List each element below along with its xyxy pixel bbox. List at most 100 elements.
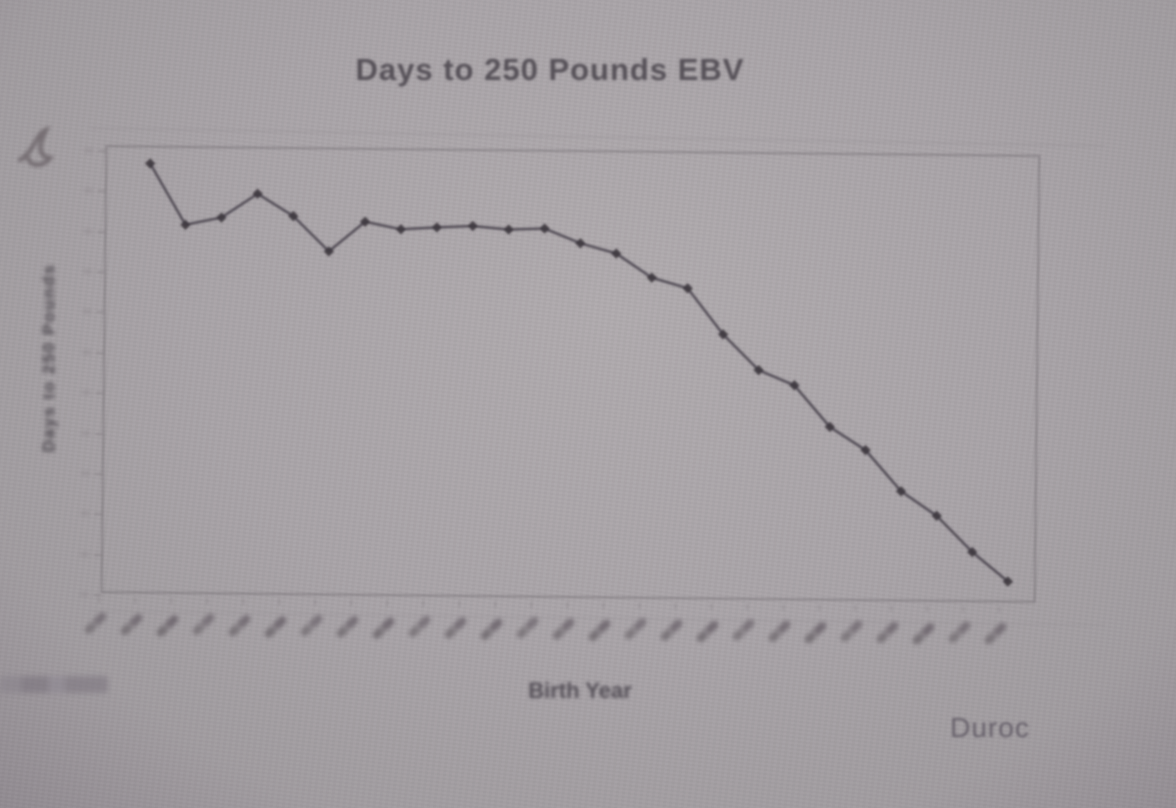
data-point-diamond: [431, 222, 443, 233]
y-tick-mark: [94, 473, 103, 476]
x-tick-mark: [206, 598, 209, 605]
x-tick-mark: [530, 601, 533, 608]
x-tick-mark: [674, 603, 677, 610]
y-tick-mark: [96, 352, 105, 355]
y-axis-label-box: Days to 250 Pounds: [28, 185, 70, 530]
x-tick-year-label-smudge: [947, 619, 972, 645]
x-tick-year-label-smudge: [911, 621, 936, 647]
illegible-footnote-smudge: [0, 676, 108, 693]
series-polyline: [149, 162, 1009, 583]
y-tick-mark: [94, 554, 103, 557]
x-tick-mark: [926, 605, 929, 612]
x-tick-mark: [386, 600, 389, 607]
y-tick-mark: [97, 271, 106, 274]
x-tick-mark: [458, 600, 461, 607]
chart-title: Days to 250 Pounds EBV: [355, 52, 745, 87]
data-point-diamond: [323, 246, 335, 257]
y-tick-label-smudge: [80, 470, 90, 476]
data-point-diamond: [610, 248, 622, 259]
y-tick-mark: [96, 311, 105, 314]
y-tick-mark: [97, 231, 106, 234]
y-tick-label-smudge: [81, 389, 91, 395]
x-tick-year-label-smudge: [119, 612, 144, 637]
data-point-diamond: [288, 210, 299, 222]
y-tick-label-smudge: [82, 308, 92, 314]
x-tick-mark: [350, 599, 353, 606]
x-tick-year-label-smudge: [371, 615, 396, 641]
x-tick-mark: [818, 604, 821, 611]
data-point-diamond: [682, 283, 693, 294]
handwritten-mark: [17, 125, 55, 167]
x-tick-year-label-smudge: [155, 613, 180, 639]
data-point-diamond: [753, 364, 764, 376]
x-tick-year-label-smudge: [263, 614, 288, 640]
x-tick-mark: [602, 602, 605, 609]
x-tick-year-label-smudge: [551, 616, 576, 642]
x-tick-mark: [746, 603, 749, 610]
x-tick-mark: [278, 599, 281, 606]
y-tick-mark: [93, 593, 102, 597]
data-point-diamond: [180, 219, 191, 231]
x-tick-mark: [710, 603, 713, 610]
x-tick-mark: [998, 606, 1001, 613]
data-point-diamond: [931, 510, 942, 522]
x-tick-year-label-smudge: [587, 618, 612, 643]
data-point-diamond: [467, 220, 478, 232]
data-point-diamond: [252, 188, 263, 199]
line-series-duroc: [144, 158, 1014, 587]
x-tick-mark: [854, 605, 857, 612]
data-point-diamond: [359, 216, 371, 227]
y-tick-label-smudge: [83, 228, 93, 234]
x-tick-year-label-smudge: [299, 613, 324, 638]
x-tick-year-label-smudge: [83, 610, 109, 636]
data-point-diamond: [967, 546, 978, 558]
x-tick-mark: [134, 597, 137, 604]
x-tick-mark: [422, 600, 425, 607]
x-tick-mark: [98, 597, 101, 604]
x-tick-mark: [638, 602, 641, 609]
y-tick-label-smudge: [80, 551, 90, 557]
x-tick-year-label-smudge: [515, 615, 540, 640]
x-tick-mark: [242, 598, 245, 605]
data-point-diamond: [824, 421, 836, 433]
y-tick-mark: [95, 433, 104, 436]
x-tick-year-label-smudge: [479, 616, 504, 642]
y-tick-mark: [98, 150, 107, 153]
data-point-diamond: [503, 224, 514, 235]
x-tick-mark: [566, 602, 569, 609]
x-tick-year-label-smudge: [191, 611, 217, 637]
x-axis-label: Birth Year: [528, 678, 632, 703]
data-point-diamond: [646, 272, 658, 283]
x-tick-year-label-smudge: [407, 614, 432, 639]
x-tick-mark: [494, 601, 497, 608]
y-tick-label-smudge: [82, 349, 92, 355]
data-point-diamond: [860, 444, 871, 456]
x-axis-tick-labels: [82, 597, 1043, 667]
x-tick-year-label-smudge: [803, 620, 828, 645]
data-point-diamond: [717, 329, 729, 340]
data-point-diamond: [395, 224, 407, 235]
plot-area: [100, 145, 1041, 603]
x-tick-year-label-smudge: [335, 614, 360, 640]
y-tick-mark: [97, 190, 106, 193]
x-tick-mark: [890, 605, 893, 612]
y-tick-mark: [94, 513, 103, 516]
y-tick-label-smudge: [83, 268, 93, 274]
y-tick-label-smudge: [80, 510, 90, 516]
y-axis-label: Days to 250 Pounds: [39, 263, 58, 452]
y-axis-ticks: [79, 147, 109, 600]
x-tick-mark: [962, 606, 965, 613]
data-point-diamond: [216, 212, 227, 223]
data-point-diamond: [789, 380, 800, 391]
data-point-diamond: [539, 223, 550, 234]
y-tick-label-smudge: [81, 430, 91, 436]
x-tick-mark: [782, 604, 785, 611]
photo-artifact-line-top: [90, 127, 1105, 147]
data-point-diamond: [575, 238, 586, 249]
x-tick-year-label-smudge: [983, 621, 1008, 646]
x-tick-year-label-smudge: [839, 618, 864, 644]
x-tick-year-label-smudge: [659, 617, 684, 643]
x-tick-year-label-smudge: [623, 616, 648, 642]
series-duroc-line: [144, 158, 1014, 587]
series-legend-duroc: Duroc: [950, 712, 1030, 743]
